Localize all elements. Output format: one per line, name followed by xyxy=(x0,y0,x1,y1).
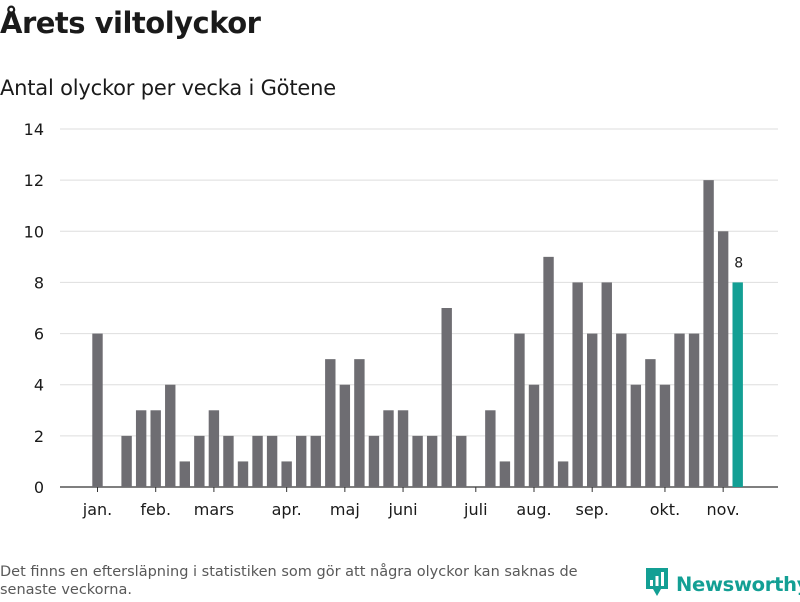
bar xyxy=(281,461,292,487)
chart-subtitle: Antal olyckor per vecka i Götene xyxy=(0,76,336,100)
y-tick-label: 8 xyxy=(34,273,44,292)
bar xyxy=(354,359,365,487)
bar xyxy=(514,333,525,487)
bars xyxy=(92,180,743,487)
brand-name: Newsworthy xyxy=(676,572,800,596)
y-tick-label: 10 xyxy=(24,222,44,241)
bar xyxy=(703,180,714,487)
x-tick-label: juli xyxy=(463,500,487,519)
x-tick-label: nov. xyxy=(707,500,740,519)
x-tick-label: feb. xyxy=(140,500,171,519)
bar xyxy=(92,333,103,487)
bar xyxy=(426,435,438,487)
x-tick-label: maj xyxy=(330,500,360,519)
bar xyxy=(499,461,511,487)
chart-title: Årets viltolyckor xyxy=(0,6,261,40)
bar xyxy=(150,410,161,487)
bar xyxy=(688,333,700,487)
x-tick-label: aug. xyxy=(516,500,551,519)
bar xyxy=(441,308,452,487)
bar xyxy=(456,435,467,487)
bar xyxy=(121,435,132,487)
bar xyxy=(310,435,321,487)
newsworthy-chart-pin-icon xyxy=(644,566,670,602)
annotations: 8 xyxy=(734,255,743,271)
bar xyxy=(368,435,380,487)
y-tick-label: 0 xyxy=(34,478,44,497)
bar xyxy=(325,359,336,487)
y-axis-ticks: 0 2 4 6 8 10 12 14 xyxy=(24,120,44,497)
bar xyxy=(572,282,583,487)
bar xyxy=(659,384,671,487)
y-tick-label: 2 xyxy=(34,427,44,446)
bar xyxy=(557,461,569,487)
y-tick-label: 12 xyxy=(24,171,44,190)
bar xyxy=(674,333,685,487)
bar xyxy=(717,231,729,487)
x-tick-label: juni xyxy=(387,500,417,519)
bar xyxy=(645,359,656,487)
bar xyxy=(616,333,627,487)
bar xyxy=(223,435,234,487)
y-tick-label: 14 xyxy=(24,120,44,139)
x-tick-label: apr. xyxy=(272,500,302,519)
bar xyxy=(252,435,263,487)
bar xyxy=(179,461,190,487)
x-tick-label: sep. xyxy=(575,500,608,519)
bar xyxy=(630,384,642,487)
bar xyxy=(296,435,307,487)
x-tick-label: okt. xyxy=(650,500,680,519)
bar xyxy=(397,410,409,487)
data-label: 8 xyxy=(734,255,743,271)
bar xyxy=(208,410,220,487)
bar-highlight xyxy=(732,282,743,487)
bar xyxy=(412,435,423,487)
y-tick-label: 4 xyxy=(34,376,44,395)
bar xyxy=(135,410,147,487)
footnote: Det finns en eftersläpning i statistiken… xyxy=(0,564,578,598)
bar-chart: 0 2 4 6 8 10 12 14 jan. feb. mars apr. maj juni juli a… xyxy=(24,120,778,519)
bar xyxy=(339,384,351,487)
bar xyxy=(587,333,598,487)
bar xyxy=(237,461,249,487)
bar xyxy=(528,384,540,487)
bar xyxy=(383,410,394,487)
x-axis-labels: jan. feb. mars apr. maj juni juli aug. sep. okt. n… xyxy=(82,487,740,519)
bar xyxy=(485,410,496,487)
bar xyxy=(194,435,205,487)
x-tick-label: mars xyxy=(194,500,234,519)
bar xyxy=(266,435,278,487)
bar xyxy=(165,384,176,487)
brand-logo[interactable]: Newsworthy xyxy=(644,567,800,601)
bar xyxy=(601,282,612,487)
x-tick-label: jan. xyxy=(82,500,112,519)
y-tick-label: 6 xyxy=(34,325,44,344)
bar xyxy=(543,256,554,487)
